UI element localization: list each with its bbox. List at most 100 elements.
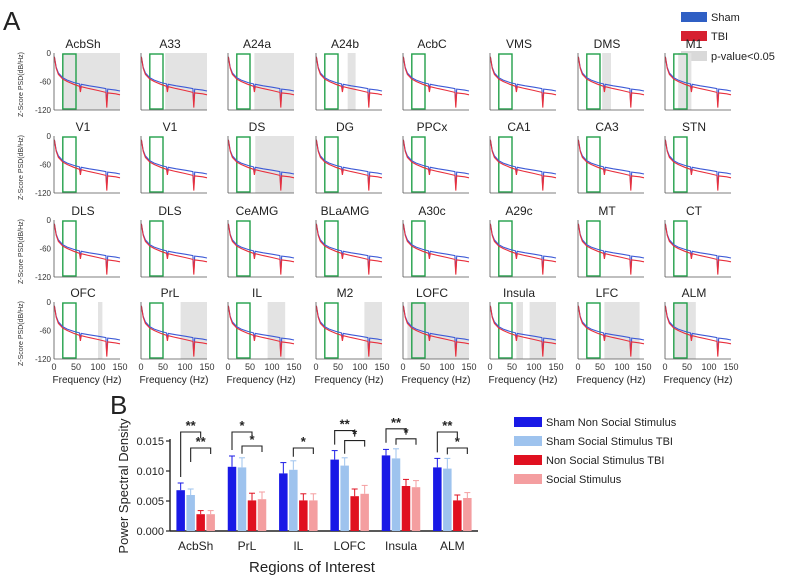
psd-curve-sham — [53, 305, 121, 355]
y-tick-label: 0 — [47, 298, 52, 307]
x-tick-label: 150 — [636, 362, 651, 372]
y-tick-label: -120 — [35, 273, 52, 282]
x-tick-label: 50 — [158, 362, 168, 372]
x-tick-label: 0 — [487, 362, 492, 372]
bar-category-label: ALM — [440, 539, 465, 553]
psd-curve-sham — [315, 223, 383, 273]
psd-curve-sham — [664, 223, 732, 273]
band-highlight-box — [149, 136, 164, 193]
psd-curve-tbi — [140, 139, 208, 191]
x-axis-label: Frequency (Hz) — [489, 375, 558, 386]
significance-bracket — [385, 428, 407, 443]
psd-subplot: PrL 0 50 100 150 Frequency (Hz) — [138, 286, 214, 386]
psd-curve-tbi — [227, 56, 295, 108]
significance-shade — [516, 302, 523, 359]
subplot-title: A33 — [159, 37, 181, 51]
bar — [463, 498, 472, 531]
bar — [289, 469, 298, 531]
legend-sham-swatch — [681, 12, 707, 22]
psd-curve-tbi — [315, 223, 383, 275]
psd-curve-sham — [315, 139, 383, 189]
psd-curve-tbi — [489, 56, 557, 108]
bar — [247, 500, 257, 531]
psd-subplot: DLS — [140, 204, 208, 278]
psd-curve-sham — [140, 223, 208, 273]
bar — [227, 466, 237, 531]
psd-curve-sham — [664, 139, 732, 189]
bar — [176, 490, 185, 531]
psd-curve-tbi — [53, 56, 121, 108]
band-highlight-box — [411, 136, 426, 193]
subplot-title: LFC — [596, 286, 619, 300]
psd-subplot: V1 — [140, 120, 208, 194]
x-tick-label: 100 — [701, 362, 716, 372]
y-tick-label: -60 — [39, 327, 51, 336]
y-tick-label: 0 — [47, 49, 52, 58]
legend-tbi-swatch — [681, 31, 707, 41]
panel-b-chart: 0.000 0.005 0.010 0.015 Power Spectral Densi… — [116, 415, 677, 576]
x-tick-label: 0 — [662, 362, 667, 372]
band-highlight-box — [62, 53, 77, 110]
x-tick-label: 150 — [548, 362, 563, 372]
psd-subplot: A24b — [315, 37, 383, 111]
y-tick-label: -60 — [39, 161, 51, 170]
bar — [279, 473, 288, 531]
band-highlight-box — [586, 136, 601, 193]
panel-b-label: B — [110, 390, 127, 420]
psd-subplot: DS — [227, 120, 295, 194]
bar-category-label: PrL — [238, 539, 257, 553]
psd-curve-tbi — [402, 305, 470, 357]
subplot-title: AcbC — [417, 37, 447, 51]
subplot-title: DG — [336, 120, 354, 134]
psd-curve-tbi — [577, 223, 645, 275]
psd-subplot: Insula 0 50 100 150 Frequency (Hz) — [487, 286, 563, 386]
y-tick-label: -120 — [35, 355, 52, 364]
significance-shade — [602, 53, 611, 110]
legend-pvalue-swatch — [681, 51, 707, 61]
psd-subplot: DG — [315, 120, 383, 194]
psd-curve-sham — [489, 56, 557, 106]
subplot-title: CT — [686, 204, 703, 218]
psd-subplot: V1 0 -60 -120 Z-Score PSD(dB/Hz) — [18, 120, 121, 200]
bar — [237, 467, 247, 531]
y-tick-label: -60 — [39, 78, 51, 87]
panel-a-legend: Sham TBI p-value<0.05 — [681, 12, 775, 63]
panel-a-grid: AcbSh 0 -60 -120 Z-Score PSD(dB/Hz) A33 A24a A2… — [18, 37, 739, 386]
psd-curve-sham — [227, 223, 295, 273]
psd-curve-tbi — [402, 139, 470, 191]
subplot-title: MT — [598, 204, 616, 218]
bar — [360, 493, 369, 531]
subplot-title: ALM — [682, 286, 707, 300]
significance-shade — [364, 302, 382, 359]
bar — [391, 458, 401, 531]
bar — [309, 500, 318, 531]
subplot-title: BLaAMG — [321, 204, 370, 218]
psd-subplot: A33 — [140, 37, 208, 111]
psd-curve-tbi — [664, 223, 732, 275]
y-tick-label: 0 — [47, 132, 52, 141]
x-tick-label: 100 — [264, 362, 279, 372]
psd-curve-sham — [402, 56, 470, 106]
band-highlight-box — [149, 302, 164, 359]
band-highlight-box — [236, 302, 251, 359]
significance-stars: ** — [442, 418, 453, 433]
bar — [186, 495, 195, 531]
significance-shade — [98, 302, 103, 359]
x-tick-label: 50 — [420, 362, 430, 372]
bar-y-tick-label: 0.000 — [136, 526, 164, 538]
x-axis-label: Frequency (Hz) — [577, 375, 646, 386]
bar — [433, 467, 442, 531]
bar-legend-label: Non Social Stimulus TBI — [546, 455, 664, 467]
bar-y-tick-label: 0.005 — [136, 496, 164, 508]
psd-subplot: OFC 0 -60 -120 Z-Score PSD(dB/Hz) 0 50 100 150 Fr… — [18, 286, 128, 386]
psd-curve-tbi — [53, 223, 121, 275]
significance-shade — [604, 302, 640, 359]
x-tick-label: 150 — [199, 362, 214, 372]
band-highlight-box — [324, 136, 339, 193]
x-tick-label: 0 — [225, 362, 230, 372]
band-highlight-box — [62, 302, 77, 359]
significance-bracket — [231, 431, 253, 450]
subplot-title: Insula — [503, 286, 535, 300]
x-tick-label: 150 — [286, 362, 301, 372]
psd-curve-tbi — [227, 223, 295, 275]
